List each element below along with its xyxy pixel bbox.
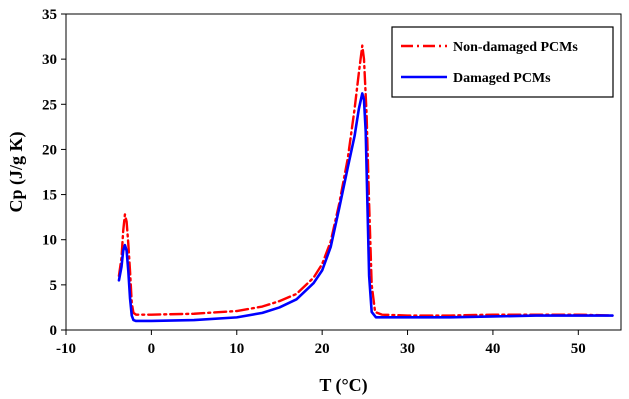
x-tick-label: 30 (400, 341, 415, 357)
y-axis: 0 5 10 15 20 25 30 35 (42, 7, 66, 339)
y-tick-label: 15 (42, 188, 57, 204)
legend: Non-damaged PCMs Damaged PCMs (391, 26, 614, 98)
legend-label-damaged: Damaged PCMs (453, 71, 551, 86)
y-tick-label: 25 (42, 97, 57, 113)
x-tick-label: 40 (485, 341, 500, 357)
x-tick-label: 0 (148, 341, 156, 357)
x-tick-label: 50 (571, 341, 586, 357)
series-line-0 (117, 44, 614, 317)
x-tick-label: 20 (315, 341, 330, 357)
x-axis-title: T (°C) (319, 375, 367, 396)
y-tick-label: 20 (42, 142, 57, 158)
x-axis: -10 0 10 20 30 40 50 (56, 330, 586, 357)
y-tick-label: 30 (42, 52, 57, 68)
y-tick-label: 5 (50, 278, 58, 294)
x-tick-label: 10 (229, 341, 244, 357)
y-axis-title: Cp (J/g K) (6, 131, 27, 212)
y-tick-label: 35 (42, 7, 57, 23)
y-tick-label: 0 (50, 323, 58, 339)
legend-label-non-damaged: Non-damaged PCMs (453, 40, 578, 55)
series-line-1 (117, 92, 614, 323)
x-tick-label: -10 (56, 341, 76, 357)
legend-box (391, 26, 614, 98)
y-tick-label: 10 (42, 233, 57, 249)
series-layer (117, 44, 614, 323)
